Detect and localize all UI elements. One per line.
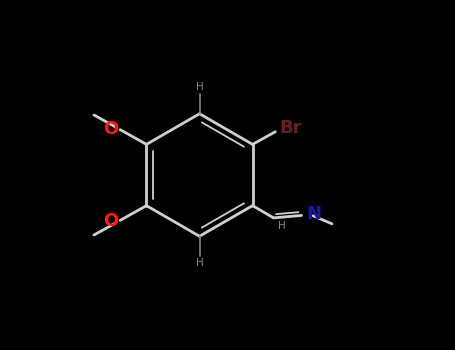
Text: N: N	[307, 205, 322, 223]
Text: H: H	[278, 221, 286, 231]
Text: O: O	[103, 120, 118, 138]
Text: H: H	[196, 82, 203, 92]
Text: Br: Br	[279, 119, 302, 137]
Text: O: O	[103, 212, 118, 230]
Text: H: H	[196, 258, 203, 268]
